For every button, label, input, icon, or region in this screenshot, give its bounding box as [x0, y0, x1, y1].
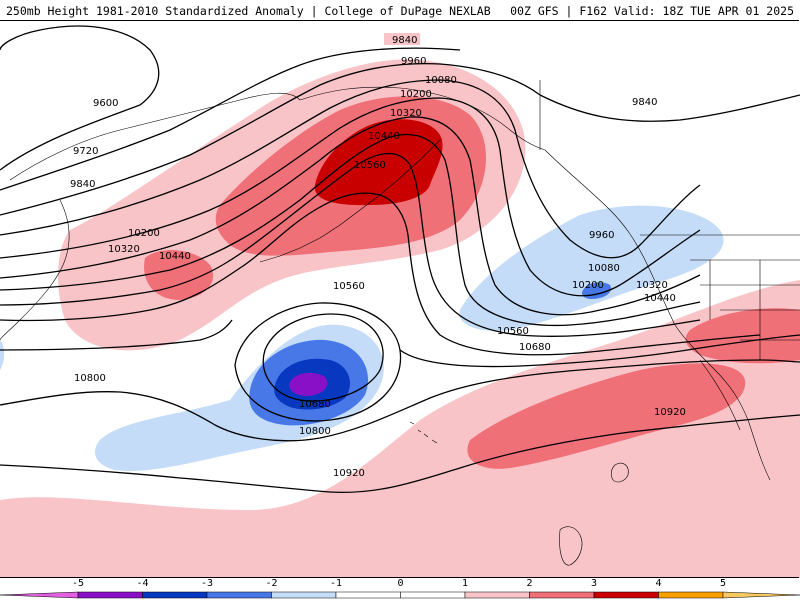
- island-southeast: [610, 462, 629, 483]
- colorbar-tick-label: 5: [719, 578, 727, 589]
- colorbar-tick-label: -4: [136, 578, 149, 589]
- colorbar-segment: [335, 591, 401, 599]
- contour-label-10200-b: 10200: [128, 228, 160, 239]
- coastline-bc: [544, 149, 646, 261]
- contour-label-10080-a: 10080: [425, 75, 457, 86]
- contour-10800: [0, 359, 800, 442]
- contour-9840-east: [539, 94, 800, 122]
- contour-10320: [0, 133, 701, 327]
- colorbar-segment: [206, 591, 272, 599]
- coastline-kamchatka: [0, 199, 70, 341]
- contour-label-9840-b: 9840: [70, 179, 95, 190]
- contour-label-10440-b: 10440: [159, 251, 191, 262]
- colorbar-segment: [464, 591, 530, 599]
- contour-label-10200-a: 10200: [400, 89, 432, 100]
- contour-label-10680-a: 10680: [519, 342, 551, 353]
- label-bg: [384, 33, 420, 45]
- contour-10080: [0, 97, 701, 297]
- contour-label-9960-b: 9960: [589, 230, 614, 241]
- colorbar-segments: [0, 591, 800, 599]
- coastline-siberia: [9, 92, 301, 181]
- contour-10560-low: [262, 313, 384, 402]
- state-borders: [690, 259, 800, 360]
- anomaly-fill-plus1-south: [0, 280, 800, 578]
- contour-9600: [0, 25, 160, 171]
- contour-label-10920-a: 10920: [654, 407, 686, 418]
- contour-10560-north: [0, 192, 761, 356]
- colorbar-tick-label: -1: [329, 578, 343, 589]
- colorbar-legend: [0, 591, 800, 599]
- contour-label-10560-b: 10560: [333, 281, 365, 292]
- colorbar-segment: [77, 591, 143, 599]
- anomaly-map: 9840 9960 10080 10200 10320 10440 10560 …: [0, 20, 800, 578]
- contour-label-10080-b: 10080: [588, 263, 620, 274]
- contour-label-10560-a: 10560: [354, 160, 386, 171]
- colorbar-tick-label: -5: [71, 578, 85, 589]
- colorbar-tick-label: 0: [397, 578, 404, 589]
- contour-label-10920-b: 10920: [333, 468, 365, 479]
- contour-label-10440-c: 10440: [644, 293, 676, 304]
- coastline-aleutians: [259, 139, 441, 263]
- contour-9840-west: [0, 63, 541, 216]
- colorbar-segment: [400, 591, 466, 599]
- contour-labels: 9840 9960 10080 10200 10320 10440 10560 …: [70, 33, 686, 479]
- colorbar-tick-label: 2: [526, 578, 533, 589]
- colorbar-arrow-right: [722, 591, 800, 599]
- colorbar-segment: [271, 591, 337, 599]
- contour-label-10440-a: 10440: [368, 131, 400, 142]
- border-us-canada: [539, 80, 800, 236]
- contour-label-10320-b: 10320: [108, 244, 140, 255]
- contour-label-10200-c: 10200: [572, 280, 604, 291]
- anomaly-fill-plus2-south: [467, 363, 746, 469]
- colorbar-segment: [593, 591, 659, 599]
- contour-label-9720: 9720: [73, 146, 98, 157]
- colorbar-arrow-left: [0, 591, 79, 599]
- colorbar-segment: [529, 591, 595, 599]
- coastline-pnw: [644, 259, 771, 481]
- contour-label-9840-c: 9840: [632, 97, 657, 108]
- island-south: [559, 526, 583, 566]
- height-contours: [0, 25, 800, 494]
- colorbar-tick-label: -3: [200, 578, 214, 589]
- hawaii-islands: [409, 421, 438, 444]
- colorbar-segment: [142, 591, 208, 599]
- contour-label-10800-a: 10800: [74, 373, 106, 384]
- colorbar-tick-label: -2: [265, 578, 278, 589]
- colorbar-tick-label: 4: [655, 578, 662, 589]
- anomaly-fill-minus1-nw: [459, 205, 724, 331]
- contour-10680-main: [0, 319, 800, 368]
- contour-9960: [0, 79, 701, 259]
- contour-10440: [0, 152, 701, 337]
- anomaly-fill-minus4-central: [289, 372, 328, 396]
- anomaly-fill-plus2-west: [144, 249, 214, 300]
- model-run-info: 00Z GFS | F162 Valid: 18Z TUE APR 01 202…: [510, 4, 794, 18]
- contour-10200: [0, 116, 701, 316]
- contour-label-9960-a: 9960: [401, 56, 426, 67]
- contour-10920: [0, 414, 800, 494]
- anomaly-fill-minus1-edge: [0, 340, 5, 370]
- contour-label-10680-b: 10680: [299, 399, 331, 410]
- contour-label-10320-a: 10320: [390, 108, 422, 119]
- contour-label-10320-c: 10320: [636, 280, 668, 291]
- coastline-alaska: [299, 86, 546, 151]
- map-title: 250mb Height 1981-2010 Standardized Anom…: [6, 4, 491, 18]
- anomaly-fill-plus2-sw: [685, 308, 800, 364]
- coastlines: [0, 80, 800, 566]
- colorbar-tick-label: 3: [590, 578, 598, 589]
- colorbar-tick-label: 1: [461, 578, 469, 589]
- contour-label-10800-b: 10800: [299, 426, 331, 437]
- contour-label-10560-c: 10560: [497, 326, 529, 337]
- contour-label-9840-a: 9840: [392, 35, 417, 46]
- coastline-baja: [699, 359, 741, 431]
- colorbar-segment: [658, 591, 724, 599]
- contour-label-9600: 9600: [93, 98, 118, 109]
- contour-9720: [0, 47, 461, 191]
